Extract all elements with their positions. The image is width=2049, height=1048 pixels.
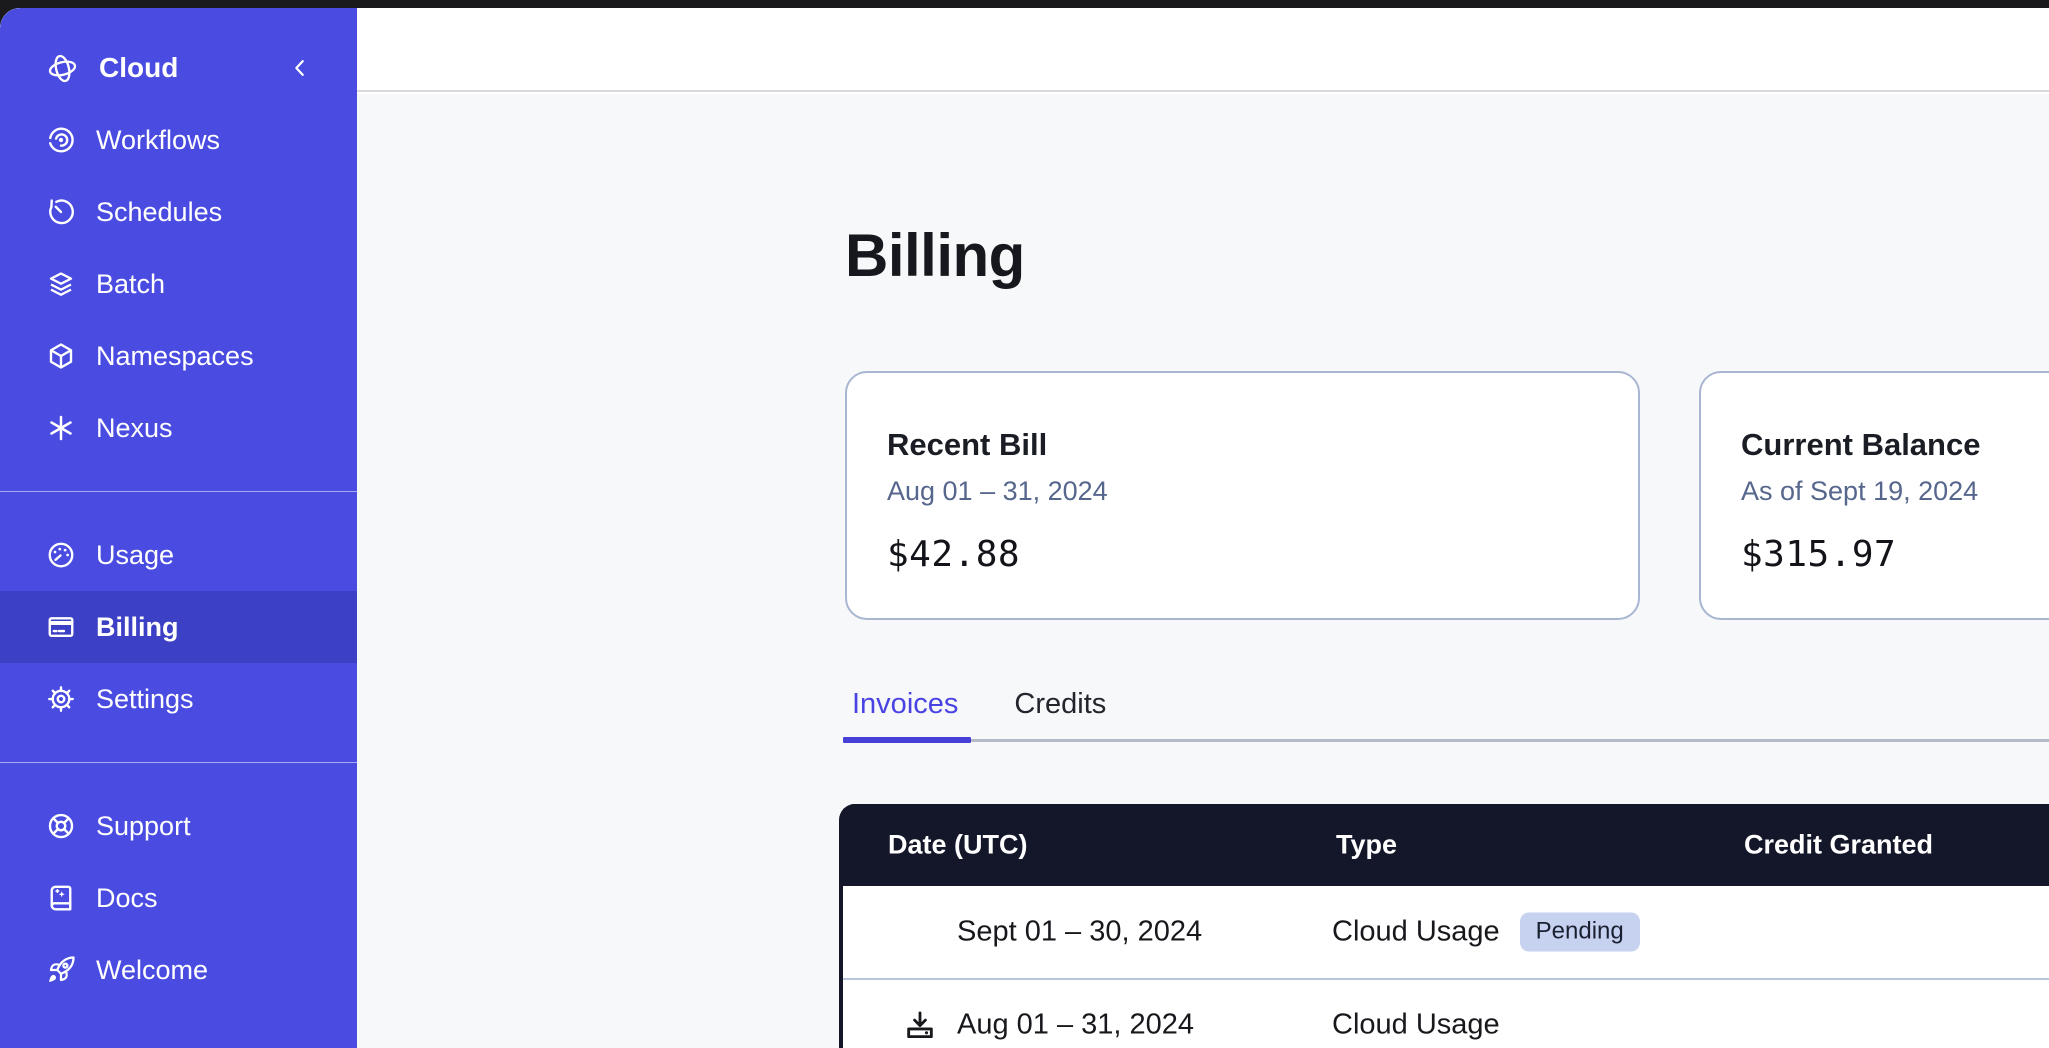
sidebar-item-label: Schedules xyxy=(96,196,223,227)
chevron-left-icon xyxy=(289,55,311,81)
sidebar-item-namespaces[interactable]: Namespaces xyxy=(0,320,357,392)
column-header-type: Type xyxy=(1336,829,1398,860)
invoice-date: Aug 01 – 31, 2024 xyxy=(957,1008,1195,1041)
column-header-credit-granted: Credit Granted xyxy=(1744,829,1934,860)
sidebar-item-batch[interactable]: Batch xyxy=(0,248,357,320)
sidebar-item-workflows[interactable]: Workflows xyxy=(0,104,357,176)
sidebar-item-label: Support xyxy=(96,810,191,841)
download-invoice-button[interactable] xyxy=(903,1008,937,1042)
workflows-icon xyxy=(46,125,76,155)
table-row: Aug 01 – 31, 2024 Cloud Usage xyxy=(843,978,2049,1048)
card-title: Recent Bill xyxy=(887,427,1048,462)
card-subtitle: As of Sept 19, 2024 xyxy=(1741,476,1979,506)
sidebar-item-settings[interactable]: Settings xyxy=(0,663,357,735)
sidebar-header-cloud[interactable]: Cloud xyxy=(0,32,357,104)
sidebar-item-usage[interactable]: Usage xyxy=(0,519,357,591)
schedules-icon xyxy=(46,197,76,227)
invoice-type: Cloud Usage xyxy=(1332,1009,1500,1042)
download-icon xyxy=(903,1008,937,1042)
sidebar-collapse-button[interactable] xyxy=(283,51,317,85)
sidebar-item-label: Usage xyxy=(96,539,175,570)
sidebar-item-welcome[interactable]: Welcome xyxy=(0,934,357,1006)
sidebar-item-label: Nexus xyxy=(96,412,173,443)
card-amount: $42.88 xyxy=(887,534,1021,575)
sidebar-item-schedules[interactable]: Schedules xyxy=(0,176,357,248)
usage-icon xyxy=(46,540,76,570)
card-title: Current Balance xyxy=(1741,427,1981,462)
sidebar-divider xyxy=(0,762,357,763)
sidebar-item-nexus[interactable]: Nexus xyxy=(0,392,357,464)
billing-icon xyxy=(46,612,76,642)
invoice-date: Sept 01 – 30, 2024 xyxy=(957,915,1203,948)
app-window: Billing Recent Bill Aug 01 – 31, 2024 $4… xyxy=(0,8,2049,1048)
batch-icon xyxy=(46,269,76,299)
column-header-date: Date (UTC) xyxy=(888,829,1028,860)
tabs-divider xyxy=(843,739,2049,742)
invoice-type-label: Cloud Usage xyxy=(1332,1008,1500,1041)
current-balance-card: Current Balance As of Sept 19, 2024 $315… xyxy=(1699,371,2049,620)
sidebar-item-billing[interactable]: Billing xyxy=(0,591,357,663)
sidebar-item-label: Docs xyxy=(96,882,158,913)
namespaces-icon xyxy=(46,341,76,371)
sidebar-logo-label: Cloud xyxy=(99,52,179,83)
sidebar-item-support[interactable]: Support xyxy=(0,790,357,862)
billing-tabs: Invoices Credits xyxy=(852,688,1106,721)
sidebar-item-label: Workflows xyxy=(96,124,221,155)
sidebar-item-label: Welcome xyxy=(96,954,209,985)
settings-icon xyxy=(46,684,76,714)
status-badge: Pending xyxy=(1519,912,1640,952)
sidebar-item-label: Settings xyxy=(96,683,194,714)
temporal-logo-icon xyxy=(46,52,79,85)
card-subtitle: Aug 01 – 31, 2024 xyxy=(887,476,1108,506)
tab-credits[interactable]: Credits xyxy=(1014,688,1107,720)
sidebar: Cloud Workflows xyxy=(0,8,357,1048)
docs-icon xyxy=(46,883,76,913)
recent-bill-card: Recent Bill Aug 01 – 31, 2024 $42.88 xyxy=(845,371,1640,620)
sidebar-item-label: Batch xyxy=(96,268,166,299)
table-row: Sept 01 – 30, 2024 Cloud Usage Pending xyxy=(843,886,2049,978)
sidebar-item-label: Namespaces xyxy=(96,340,254,371)
sidebar-divider xyxy=(0,491,357,492)
invoices-table: Date (UTC) Type Credit Granted Sept 01 –… xyxy=(839,804,2049,1048)
welcome-rocket-icon xyxy=(46,955,76,985)
table-header: Date (UTC) Type Credit Granted xyxy=(843,804,2049,886)
sidebar-item-label: Billing xyxy=(96,611,179,642)
tab-invoices[interactable]: Invoices xyxy=(852,688,959,720)
card-amount: $315.97 xyxy=(1741,534,1897,575)
sidebar-item-docs[interactable]: Docs xyxy=(0,862,357,934)
active-tab-underline xyxy=(843,737,971,743)
invoice-type: Cloud Usage Pending xyxy=(1332,912,1640,952)
page-title: Billing xyxy=(845,222,1025,289)
table-body: Sept 01 – 30, 2024 Cloud Usage Pending xyxy=(843,886,2049,1048)
invoice-type-label: Cloud Usage xyxy=(1332,915,1500,948)
support-icon xyxy=(46,811,76,841)
nexus-icon xyxy=(46,413,76,443)
